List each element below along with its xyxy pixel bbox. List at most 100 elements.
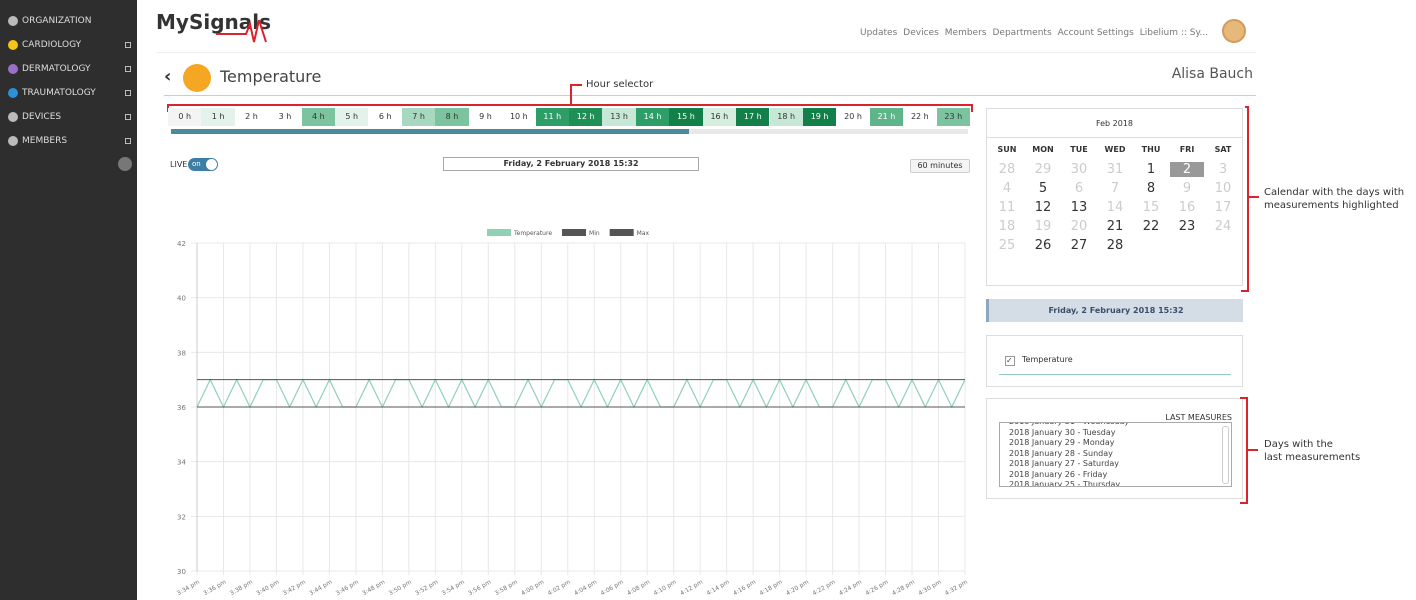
day[interactable]: 19	[1025, 217, 1061, 236]
menu-icon	[8, 16, 18, 26]
day[interactable]: 5	[1025, 179, 1061, 198]
day[interactable]: 15	[1133, 198, 1169, 217]
day[interactable]: 6	[1061, 179, 1097, 198]
nav-link[interactable]: Updates	[860, 28, 898, 38]
last-list[interactable]: 2018 January 31 - Wednesday2018 January …	[999, 422, 1232, 487]
day[interactable]: 31	[1097, 160, 1133, 179]
hour-cell[interactable]: 0 h	[168, 108, 202, 126]
hour-cell[interactable]: 16 h	[702, 108, 737, 126]
hour-cell[interactable]: 3 h	[268, 108, 302, 126]
day[interactable]: 23	[1169, 217, 1205, 236]
day[interactable]: 13	[1061, 198, 1097, 217]
avatar[interactable]	[1222, 19, 1246, 43]
day[interactable]: 20	[1061, 217, 1097, 236]
day[interactable]: 17	[1205, 198, 1241, 217]
menu-label: DEVICES	[22, 112, 62, 122]
day[interactable]: 16	[1169, 198, 1205, 217]
hour-cell[interactable]: 9 h	[468, 108, 503, 126]
menu-icon	[8, 40, 18, 50]
hour-cell[interactable]: 13 h	[602, 108, 636, 126]
day-number: 8	[1146, 181, 1156, 196]
hour-cell[interactable]: 2 h	[234, 108, 269, 126]
day[interactable]: 4	[989, 179, 1025, 198]
week-row: 18 19 20 21 22 23 24	[989, 217, 1241, 236]
measure-day[interactable]: 2018 January 27 - Saturday	[1009, 459, 1119, 468]
day-number: 10	[1214, 181, 1232, 196]
divider	[156, 52, 1256, 53]
measure-day[interactable]: 2018 January 30 - Tuesday	[1009, 427, 1116, 437]
collapse-button[interactable]	[118, 157, 132, 171]
hour-cell[interactable]: 19 h	[802, 108, 837, 126]
nav-link[interactable]: Account Settings	[1057, 28, 1134, 38]
checkbox[interactable]: ✓	[1005, 356, 1015, 366]
hour-cell[interactable]: 22 h	[903, 108, 937, 126]
day-number: 5	[1038, 181, 1048, 196]
menu-item[interactable]: DEVICES	[0, 105, 137, 129]
week-row: 11 12 13 14 15 16 17	[989, 198, 1241, 217]
day[interactable]: 10	[1205, 179, 1241, 198]
day[interactable]: 28	[989, 160, 1025, 179]
day[interactable]: 26	[1025, 236, 1061, 255]
menu-item[interactable]: ORGANIZATION	[0, 9, 137, 33]
day[interactable]: 21	[1097, 217, 1133, 236]
measure-day[interactable]: 2018 January 25 - Thursday	[1009, 480, 1121, 487]
measure-day[interactable]: 2018 January 26 - Friday	[1009, 469, 1108, 479]
hour-cell[interactable]: 15 h	[669, 108, 703, 126]
live-toggle[interactable]: on	[188, 158, 218, 171]
day[interactable]: 27	[1061, 236, 1097, 255]
hour-cell[interactable]: 23 h	[936, 108, 970, 126]
hour-cell[interactable]: 10 h	[502, 108, 536, 126]
measure-day[interactable]: 2018 January 31 - Wednesday	[1009, 423, 1231, 428]
nav-link[interactable]: Members	[944, 28, 987, 38]
day[interactable]: 12	[1025, 198, 1061, 217]
hour-cell[interactable]: 4 h	[301, 108, 336, 126]
weekday: SAT	[1214, 144, 1232, 154]
sensor-box: ✓ Temperature	[986, 335, 1243, 387]
toggle-text: on	[192, 160, 201, 168]
day[interactable]: 9	[1169, 179, 1205, 198]
day[interactable]: 24	[1205, 217, 1241, 236]
day[interactable]: 28	[1097, 236, 1133, 255]
hour-cell[interactable]: 17 h	[736, 108, 770, 126]
nav-link[interactable]: Devices	[903, 28, 939, 38]
day[interactable]: 30	[1061, 160, 1097, 179]
menu-item[interactable]: DERMATOLOGY	[0, 57, 137, 81]
hour-cell[interactable]: 7 h	[401, 108, 436, 126]
menu-item[interactable]: TRAUMATOLOGY	[0, 81, 137, 105]
hour-cell[interactable]: 8 h	[435, 108, 469, 126]
day[interactable]: 2	[1169, 160, 1205, 179]
hour-cell[interactable]: 11 h	[535, 108, 569, 126]
hour-cell[interactable]: 18 h	[769, 108, 803, 126]
measure-day[interactable]: 2018 January 28 - Sunday	[1009, 448, 1113, 458]
hour-cell[interactable]: 20 h	[836, 108, 870, 126]
hour-cell[interactable]: 1 h	[201, 108, 235, 126]
day[interactable]: 7	[1097, 179, 1133, 198]
x-tick-label: 4:30 pm	[917, 579, 942, 598]
day[interactable]: 25	[989, 236, 1025, 255]
day[interactable]: 14	[1097, 198, 1133, 217]
nav-link[interactable]: Departments	[992, 28, 1052, 38]
hour-cell[interactable]: 12 h	[569, 108, 603, 126]
date-field[interactable]: Friday, 2 February 2018 15:32	[443, 157, 699, 171]
day[interactable]: 3	[1205, 160, 1241, 179]
hour-cell[interactable]: 14 h	[635, 108, 670, 126]
day[interactable]: 8	[1133, 179, 1169, 198]
scrollbar[interactable]	[1222, 426, 1229, 484]
day-number: 20	[1070, 219, 1088, 234]
day[interactable]: 11	[989, 198, 1025, 217]
calendar-grid: SUN MON TUE WED THU FRI SAT 28 29 30 31 1 2 3 4 5 6 7 8 9 10…	[989, 138, 1241, 255]
day[interactable]: 1	[1133, 160, 1169, 179]
x-tick-label: 4:24 pm	[838, 579, 863, 598]
hour-cell[interactable]: 21 h	[869, 108, 904, 126]
menu-item[interactable]: MEMBERS	[0, 129, 137, 153]
back-arrow[interactable]: ‹	[164, 66, 172, 87]
nav-link[interactable]: Libelium :: Sy...	[1139, 28, 1209, 38]
measure-day[interactable]: 2018 January 29 - Monday	[1009, 438, 1115, 447]
range-select[interactable]: 60 minutes	[910, 159, 970, 173]
day[interactable]: 22	[1133, 217, 1169, 236]
day[interactable]: 18	[989, 217, 1025, 236]
menu-item[interactable]: CARDIOLOGY	[0, 33, 137, 57]
hour-cell[interactable]: 6 h	[368, 108, 402, 126]
hour-cell[interactable]: 5 h	[335, 108, 369, 126]
day[interactable]: 29	[1025, 160, 1061, 179]
